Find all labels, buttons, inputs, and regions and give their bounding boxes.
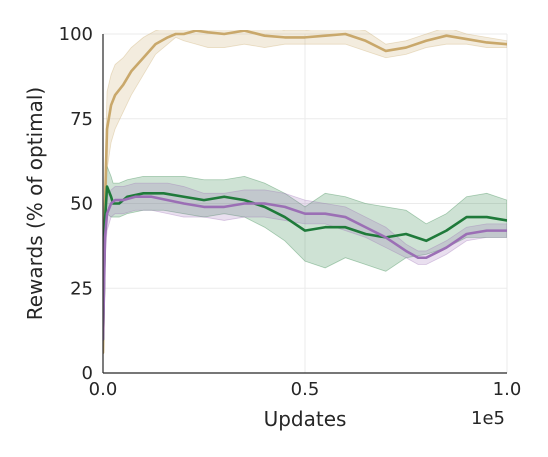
series-2-band: [103, 182, 507, 353]
x-tick-label-1: 0.5: [291, 379, 320, 400]
series-2-line: [103, 195, 507, 341]
y-tick-label-3: 75: [70, 109, 93, 130]
series-0-band: [103, 30, 507, 360]
tick-labels: 0 25 50 75 100 0.0 0.5 1.0: [59, 24, 522, 400]
x-axis-label: Updates: [264, 407, 347, 431]
series-lines: [103, 30, 507, 354]
series-0-line: [103, 30, 507, 354]
axes: [102, 34, 507, 374]
confidence-bands: [103, 30, 507, 360]
y-tick-label-2: 50: [70, 194, 93, 215]
y-tick-label-4: 100: [59, 24, 93, 45]
x-axis-offset-label: 1e5: [471, 408, 505, 429]
y-axis-label: Rewards (% of optimal): [23, 87, 47, 321]
x-tick-label-0: 0.0: [89, 379, 118, 400]
series-1-band: [103, 166, 507, 353]
x-tick-label-2: 1.0: [493, 379, 522, 400]
y-tick-label-1: 25: [70, 278, 93, 299]
y-tick-label-0: 0: [82, 363, 93, 384]
